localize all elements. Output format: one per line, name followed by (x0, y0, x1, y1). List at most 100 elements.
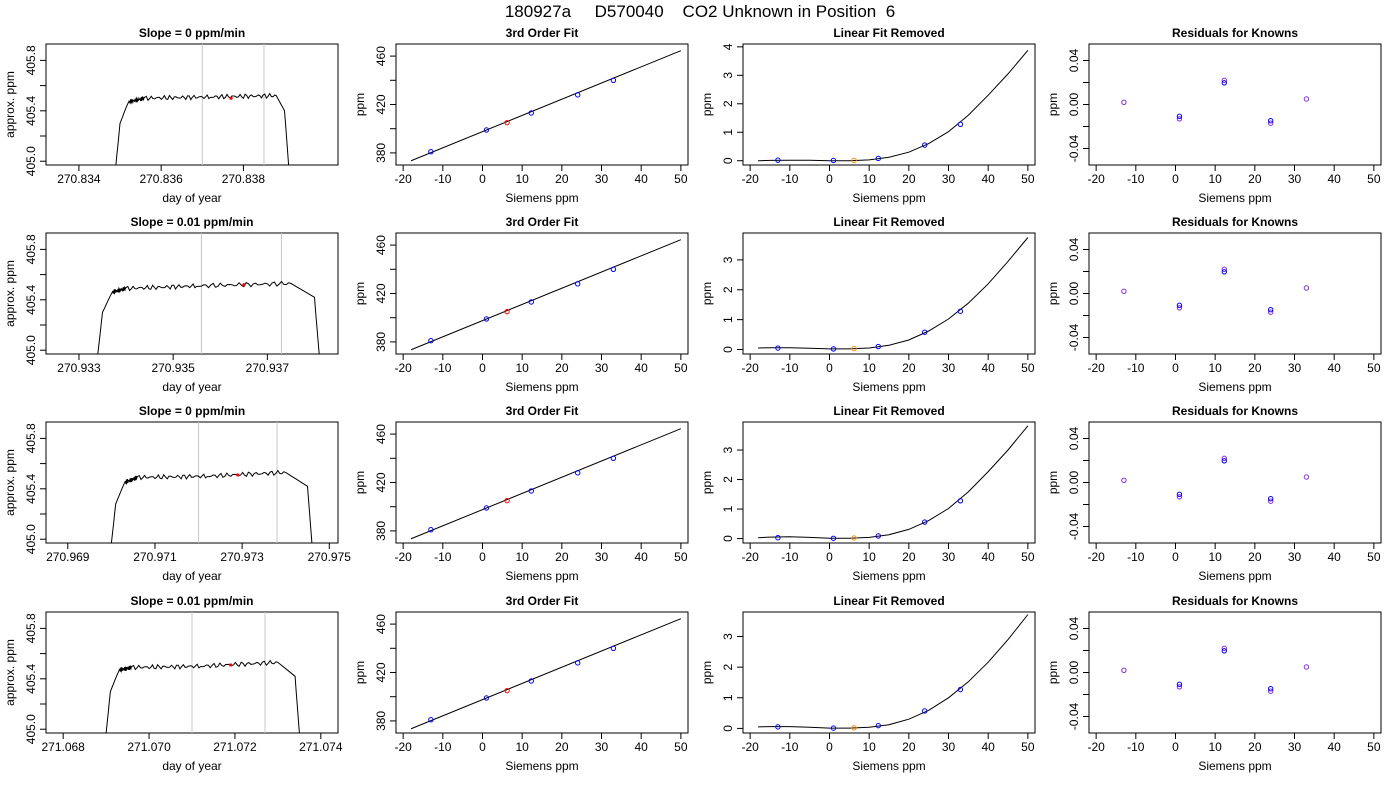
plot-area (1121, 266, 1310, 315)
y-axis-label: approx. ppm (3, 71, 17, 138)
plot-frame (45, 232, 339, 355)
chart-title: Linear Fit Removed (833, 215, 944, 229)
known-point (775, 534, 781, 541)
y-tick-label: 3 (721, 446, 735, 453)
y-axis-label: ppm (1046, 93, 1060, 116)
y-tick-label: 0 (721, 725, 735, 732)
x-tick-label: 271.068 (41, 740, 85, 754)
chart-title: 3rd Order Fit (506, 26, 579, 40)
x-axis-label: day of year (162, 191, 221, 205)
plot-area (1121, 77, 1310, 126)
plot-frame (1088, 232, 1382, 355)
residual-point (1221, 645, 1227, 651)
known-point (875, 722, 881, 729)
x-axis-label: Siemens ppm (852, 191, 925, 205)
known-point (957, 686, 964, 693)
x-tick-label: -20 (394, 361, 412, 375)
residual-point (1268, 496, 1274, 502)
y-tick-label: 380 (374, 521, 388, 541)
x-tick-label: 10 (1208, 172, 1222, 186)
unknown-point (851, 157, 857, 164)
figure-title: 180927a D570040 CO2 Unknown in Position … (504, 2, 896, 21)
known-point (428, 337, 434, 344)
x-axis-label: Siemens ppm (1198, 380, 1271, 394)
y-tick-label: 380 (374, 711, 388, 731)
y-tick-label: 0.04 (1067, 237, 1081, 261)
x-axis-label: Siemens ppm (852, 569, 925, 583)
y-axis-label: ppm (353, 93, 367, 116)
y-tick-label: 2 (721, 100, 735, 107)
x-axis-label: Siemens ppm (852, 759, 925, 773)
x-tick-label: -20 (1087, 172, 1105, 186)
y-tick-label: 0 (721, 157, 735, 164)
x-tick-label: 30 (1288, 550, 1302, 564)
x-tick-label: 20 (902, 740, 916, 754)
plot-frame (742, 421, 1036, 544)
y-tick-label: 3 (721, 256, 735, 263)
residual-point (1303, 474, 1310, 480)
x-tick-label: 10 (1208, 550, 1222, 564)
residual-point (1221, 455, 1227, 461)
x-tick-label: 270.937 (246, 361, 290, 375)
x-tick-label: -10 (434, 172, 452, 186)
x-tick-label: 40 (635, 172, 649, 186)
known-point (830, 157, 837, 164)
y-tick-label: 1 (721, 694, 735, 701)
x-tick-label: -20 (1087, 361, 1105, 375)
residual-curve (758, 614, 1029, 729)
x-axis-label: Siemens ppm (505, 759, 578, 773)
x-axis-label: day of year (162, 759, 221, 773)
plot-frame (1088, 43, 1382, 166)
chart-panel-3-3: Linear Fit Removed-20 -10 0 10 20 30 40 50Sieme… (700, 404, 1036, 583)
x-tick-label: 10 (862, 361, 876, 375)
y-tick-label: 3 (721, 72, 735, 79)
unknown-average-point (242, 283, 246, 287)
plot-area (97, 233, 320, 354)
x-tick-label: 50 (1021, 550, 1035, 564)
x-tick-label: -10 (781, 172, 799, 186)
y-tick-label: 405.0 (24, 146, 38, 176)
residual-point (1221, 77, 1227, 84)
y-tick-label: 405.4 (24, 473, 38, 503)
y-tick-label: 405.0 (24, 335, 38, 365)
y-axis-label: ppm (353, 471, 367, 494)
plot-frame (45, 421, 339, 544)
x-tick-label: 270.834 (57, 172, 101, 186)
chart-panel-3-4: Residuals for Knowns -20 -10 0 10 20 30 40 50 Sie… (1046, 404, 1382, 583)
known-point (610, 77, 617, 84)
x-tick-label: 40 (982, 740, 996, 754)
x-tick-label: 0 (1172, 172, 1179, 186)
x-tick-label: 40 (982, 172, 996, 186)
y-tick-label: 4 (721, 43, 735, 50)
y-tick-label: 2 (721, 476, 735, 483)
known-point (610, 266, 617, 272)
residual-point (1303, 664, 1310, 670)
chart-panel-4-1: Slope = 0.01 ppm/min 271.068 271.070 271.07… (3, 594, 343, 773)
x-tick-label: 20 (902, 361, 916, 375)
residual-point (1268, 118, 1274, 124)
x-tick-label: -10 (434, 550, 452, 564)
known-point (875, 155, 881, 162)
x-tick-label: 30 (595, 172, 609, 186)
y-tick-label: -0.04 (1067, 703, 1081, 731)
y-tick-label: 0.04 (1067, 48, 1081, 72)
x-tick-label: -10 (434, 361, 452, 375)
known-point (922, 708, 928, 714)
fit-line (410, 428, 682, 540)
x-tick-label: 40 (982, 361, 996, 375)
plot-frame (1088, 611, 1382, 734)
signal-trace (110, 469, 313, 543)
residual-point (1268, 120, 1274, 126)
known-point (528, 110, 534, 116)
y-axis-label: ppm (700, 661, 714, 684)
y-tick-label: 2 (721, 663, 735, 670)
x-tick-label: -20 (1087, 550, 1105, 564)
y-tick-label: 0.00 (1067, 92, 1081, 116)
x-tick-label: 0 (479, 361, 486, 375)
x-tick-label: 270.971 (133, 550, 177, 564)
residual-point (1268, 309, 1274, 315)
x-tick-label: -10 (781, 550, 799, 564)
x-tick-label: 50 (674, 550, 688, 564)
y-tick-label: 405.8 (24, 423, 38, 453)
